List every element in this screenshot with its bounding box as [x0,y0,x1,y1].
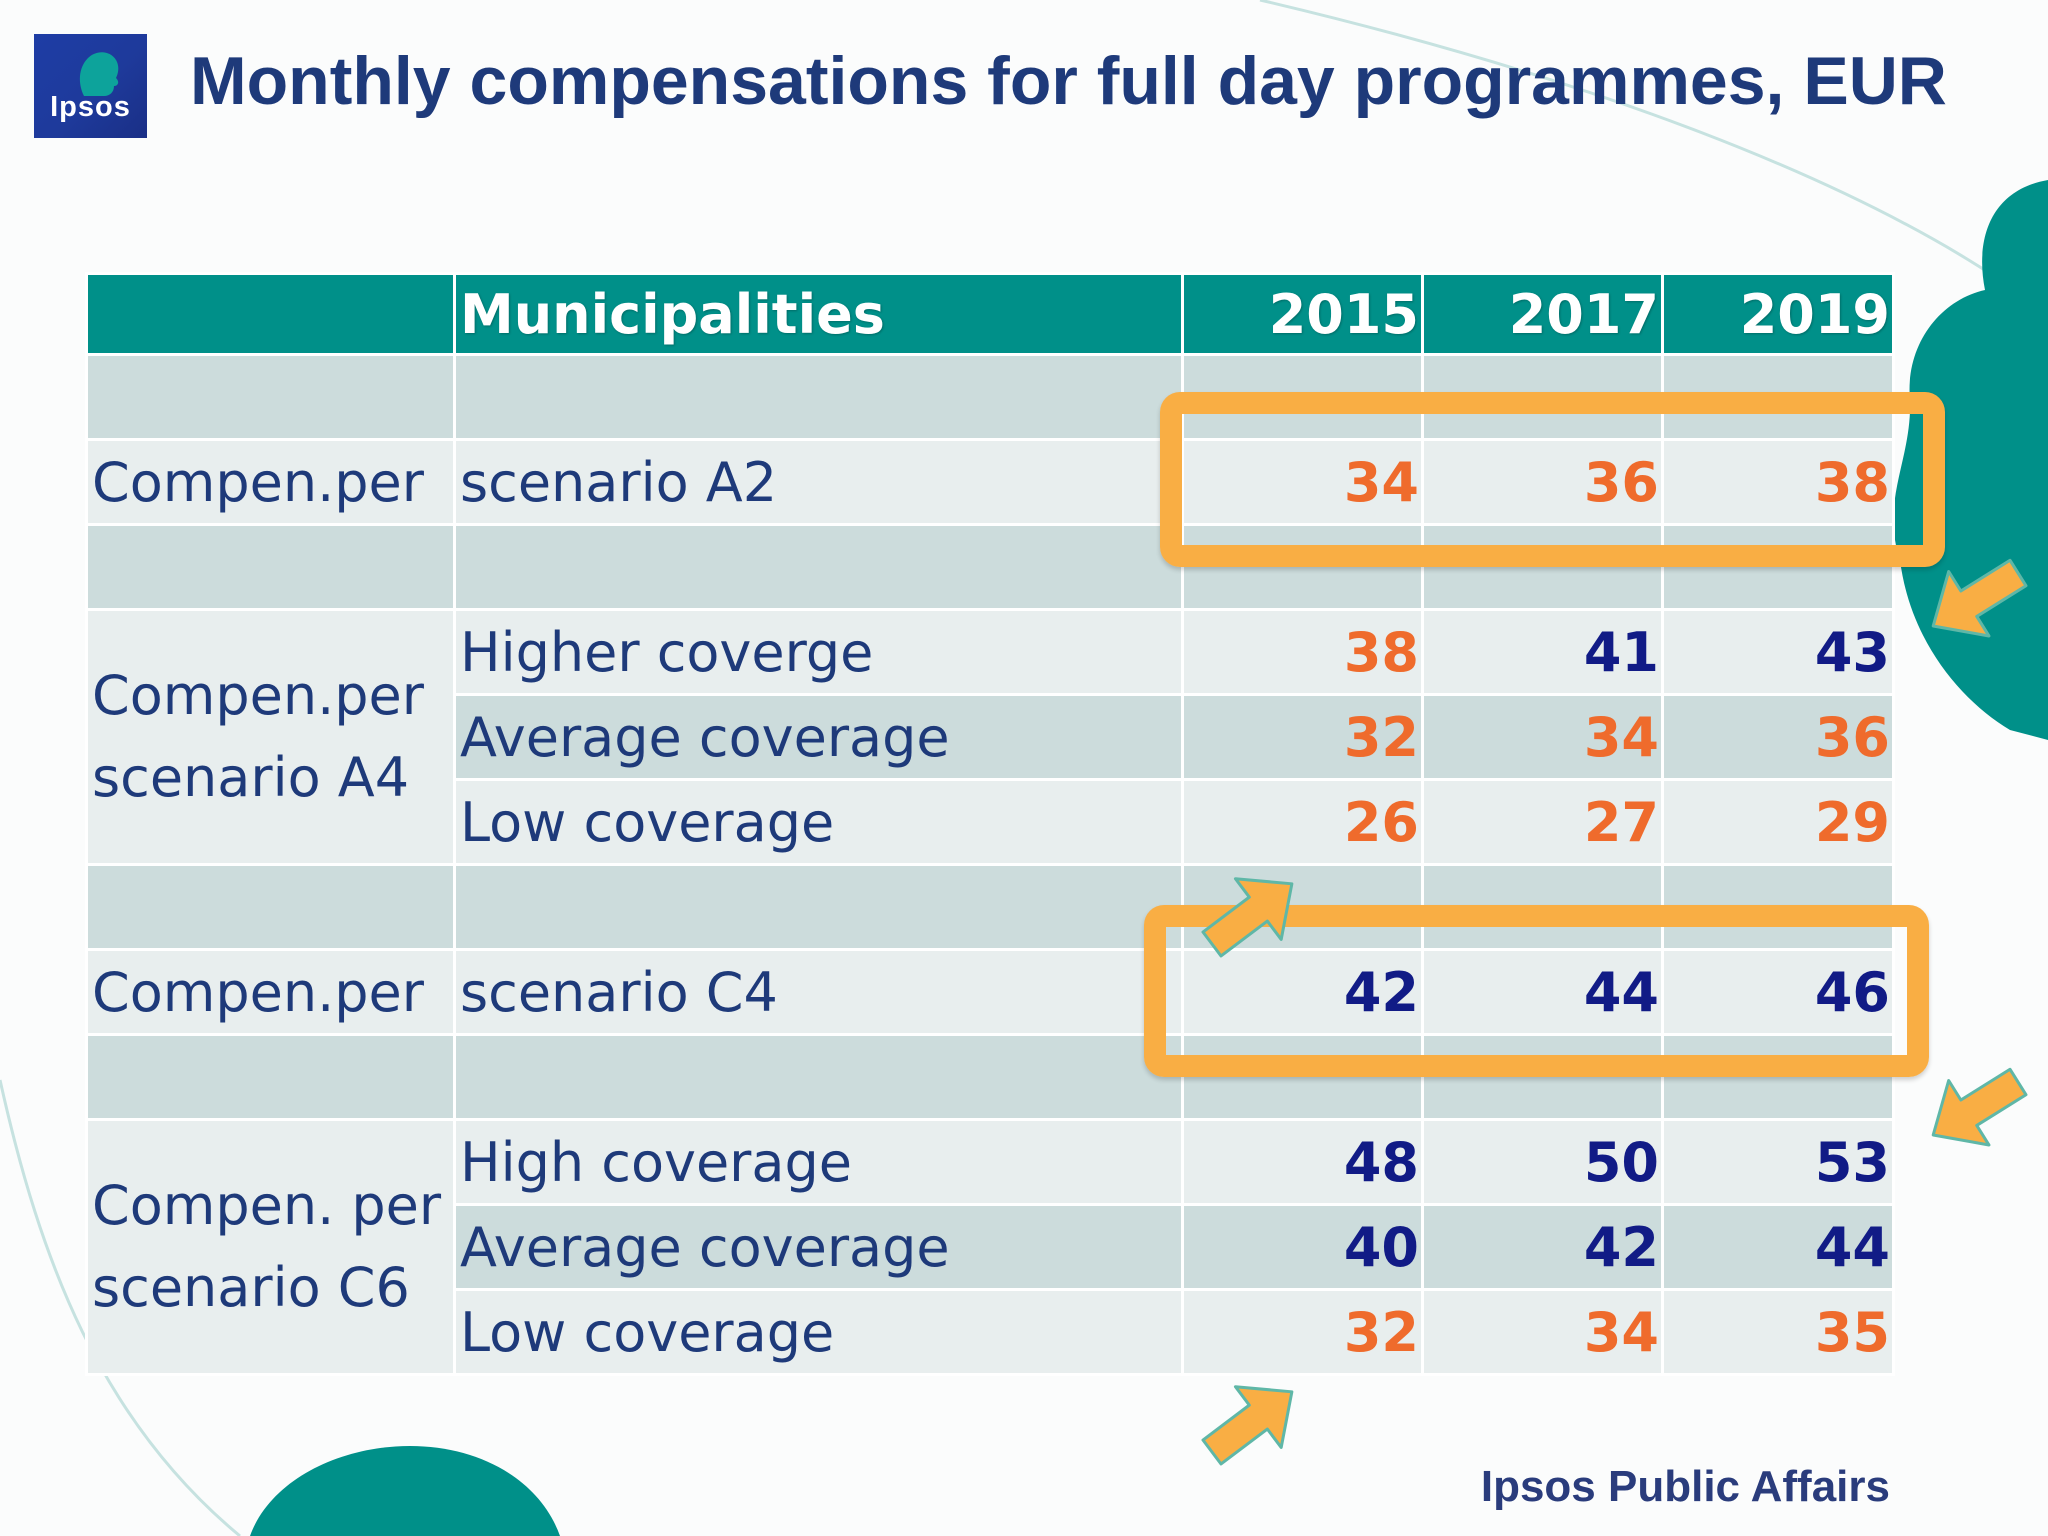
value-cell: 36 [1661,693,1895,781]
highlight-box-scenario-c4 [1144,905,1929,1077]
ipsos-logo: Ipsos [34,34,147,138]
spacer-cell [85,863,456,951]
teal-half-circle-shape [250,1446,560,1536]
slide-title: Monthly compensations for full day progr… [190,43,1947,119]
spacer-cell [85,1033,456,1121]
spacer-row [85,1033,1895,1121]
highlight-box-scenario-a2 [1160,392,1945,567]
row-name: Average coverage [453,693,1184,781]
header-year-2019: 2019 [1661,272,1895,356]
row-name: High coverage [453,1118,1184,1206]
value-cell: 50 [1421,1118,1664,1206]
group-label-a2: Compen.per [85,438,456,526]
logo-head-icon [79,52,119,96]
footer-brand: Ipsos Public Affairs [1480,1462,1890,1511]
group-label-c6-line2: scenario C6 [92,1256,410,1319]
header-year-2017: 2017 [1421,272,1664,356]
group-label-a4-line1: Compen.per [92,664,424,727]
spacer-cell [1661,1033,1895,1121]
table-row-a4-higher: Compen.per scenario A4 Higher coverge 38 … [85,608,1895,866]
value-cell: 53 [1661,1118,1895,1206]
logo-text: Ipsos [50,91,131,123]
value-cell: 42 [1421,1203,1664,1291]
value-cell: 34 [1421,1288,1664,1376]
row-name: Average coverage [453,1203,1184,1291]
value-cell: 36 [1421,438,1664,526]
value-cell: 44 [1661,1203,1895,1291]
value-cell: 27 [1421,778,1664,866]
group-label-c6: Compen. per scenario C6 [85,1118,456,1376]
value-cell: 32 [1181,1288,1424,1376]
value-cell: 43 [1661,608,1895,696]
spacer-cell [1421,1033,1664,1121]
value-cell: 44 [1421,948,1664,1036]
table-row-scenario-c4: Compen.per scenario C4 42 44 46 [85,948,1895,1036]
group-label-c4: Compen.per [85,948,456,1036]
spacer-cell [85,353,456,441]
spacer-cell [1661,523,1895,611]
group-label-a4: Compen.per scenario A4 [85,608,456,866]
spacer-cell [453,863,1184,951]
table-row-a4-low: Low coverage 26 27 29 [87,778,1895,866]
spacer-cell [453,523,1184,611]
table-row-a4-average: Average coverage 32 34 36 [87,693,1895,781]
spacer-cell [85,523,456,611]
value-cell: 41 [1421,608,1664,696]
value-cell: 32 [1181,693,1424,781]
table-row-c6-high: Compen. per scenario C6 High coverage 48 … [85,1118,1895,1376]
value-cell: 46 [1661,948,1895,1036]
table-header-row: Municipalities 2015 2017 2019 [85,272,1895,356]
value-cell: 29 [1661,778,1895,866]
table-row-scenario-a2: Compen.per scenario A2 34 36 38 [85,438,1895,526]
spacer-cell [453,1033,1184,1121]
row-name: Low coverage [453,778,1184,866]
header-year-2015: 2015 [1181,272,1424,356]
spacer-cell [1421,523,1664,611]
header-municipalities: Municipalities [453,272,1184,356]
header-empty-cell [85,272,456,356]
value-cell: 38 [1661,438,1895,526]
value-cell: 34 [1421,693,1664,781]
row-name-a2: scenario A2 [453,438,1184,526]
compensation-table: Municipalities 2015 2017 2019 Compen.per… [85,272,1895,1376]
row-name: Low coverage [453,1288,1184,1376]
value-cell: 35 [1661,1288,1895,1376]
spacer-cell [1181,1033,1424,1121]
group-label-c6-line1: Compen. per [92,1174,442,1237]
value-cell: 34 [1181,438,1424,526]
value-cell: 48 [1181,1118,1424,1206]
value-cell: 26 [1181,778,1424,866]
spacer-cell [453,353,1184,441]
value-cell: 38 [1181,608,1424,696]
table-row-c6-average: Average coverage 40 42 44 [87,1203,1895,1291]
spacer-cell [1181,523,1424,611]
row-name-c4: scenario C4 [453,948,1184,1036]
row-name: Higher coverge [453,608,1184,696]
spacer-row [85,523,1895,611]
value-cell: 40 [1181,1203,1424,1291]
table-row-c6-low: Low coverage 32 34 35 [87,1288,1895,1376]
group-label-a4-line2: scenario A4 [92,746,410,809]
